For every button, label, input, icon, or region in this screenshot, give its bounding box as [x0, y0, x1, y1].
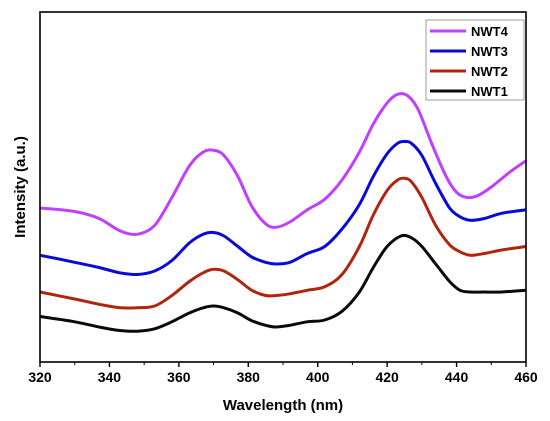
- y-axis-label: Intensity (a.u.): [12, 136, 29, 238]
- series-line-nwt4: [39, 92, 527, 236]
- series-line-nwt1: [39, 233, 527, 333]
- legend-label-nwt2: NWT2: [471, 64, 508, 79]
- series-layer: [39, 92, 527, 333]
- x-tick-label-400: 400: [306, 369, 330, 385]
- x-tick-label-440: 440: [445, 369, 469, 385]
- x-axis-label: Wavelength (nm): [223, 397, 343, 414]
- x-tick-label-340: 340: [98, 369, 122, 385]
- x-tick-label-380: 380: [237, 369, 261, 385]
- x-tick-label-420: 420: [375, 369, 399, 385]
- series-line-nwt2: [39, 176, 527, 310]
- x-tick-label-460: 460: [514, 369, 538, 385]
- legend: NWT4 NWT3 NWT2 NWT1: [425, 19, 525, 101]
- legend-label-nwt1: NWT1: [471, 84, 508, 99]
- x-axis-ticks: 320 340 360 380 400 420 440 460: [28, 362, 538, 385]
- legend-box: [425, 19, 525, 101]
- x-tick-label-360: 360: [167, 369, 191, 385]
- series-line-nwt3: [39, 139, 527, 277]
- x-tick-label-320: 320: [28, 369, 52, 385]
- legend-label-nwt4: NWT4: [471, 24, 509, 39]
- legend-label-nwt3: NWT3: [471, 44, 508, 59]
